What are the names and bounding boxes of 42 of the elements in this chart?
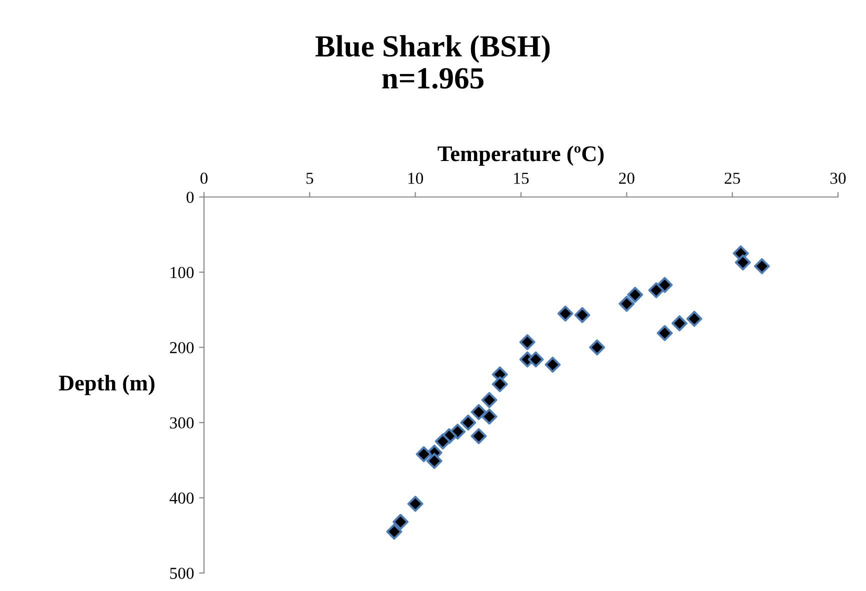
x-tick-label: 25	[724, 172, 740, 184]
y-tick-label: 100	[170, 266, 194, 278]
point	[492, 376, 508, 392]
point	[734, 254, 751, 270]
y-tick-label: 200	[170, 342, 194, 354]
point	[426, 452, 442, 469]
point	[574, 307, 590, 324]
x-tick-label: 0	[200, 172, 208, 184]
point	[416, 446, 432, 462]
x-tick-label: 30	[830, 172, 846, 184]
point	[407, 496, 424, 512]
point	[481, 408, 498, 425]
y-tick-label: 300	[170, 417, 194, 429]
x-tick-label: 10	[408, 172, 424, 184]
point	[434, 433, 451, 450]
chart-title: Blue Shark (BSH) n=1.965	[316, 35, 550, 89]
y-tick-label: 500	[170, 568, 194, 579]
point	[519, 334, 536, 350]
y-axis-title: Depth (m)	[58, 374, 154, 396]
x-axis-title: Temperature (ºC)	[438, 146, 604, 166]
point	[648, 282, 664, 298]
y-tick-label: 400	[170, 492, 194, 504]
x-tick-label: 15	[514, 172, 529, 184]
point	[754, 258, 770, 274]
point	[618, 296, 635, 312]
point	[470, 428, 487, 444]
point	[392, 514, 409, 530]
y-tick-label: 0	[186, 192, 194, 203]
point	[460, 414, 476, 431]
x-tick-label: 20	[619, 172, 634, 184]
point	[686, 310, 702, 327]
point	[589, 339, 606, 356]
point	[470, 404, 487, 420]
point	[544, 356, 561, 373]
point	[528, 351, 544, 368]
point	[481, 392, 498, 408]
point	[672, 315, 688, 332]
x-tick-label: 5	[306, 172, 314, 184]
point	[557, 306, 574, 322]
point	[627, 286, 644, 303]
point	[386, 524, 402, 540]
point	[656, 325, 673, 342]
